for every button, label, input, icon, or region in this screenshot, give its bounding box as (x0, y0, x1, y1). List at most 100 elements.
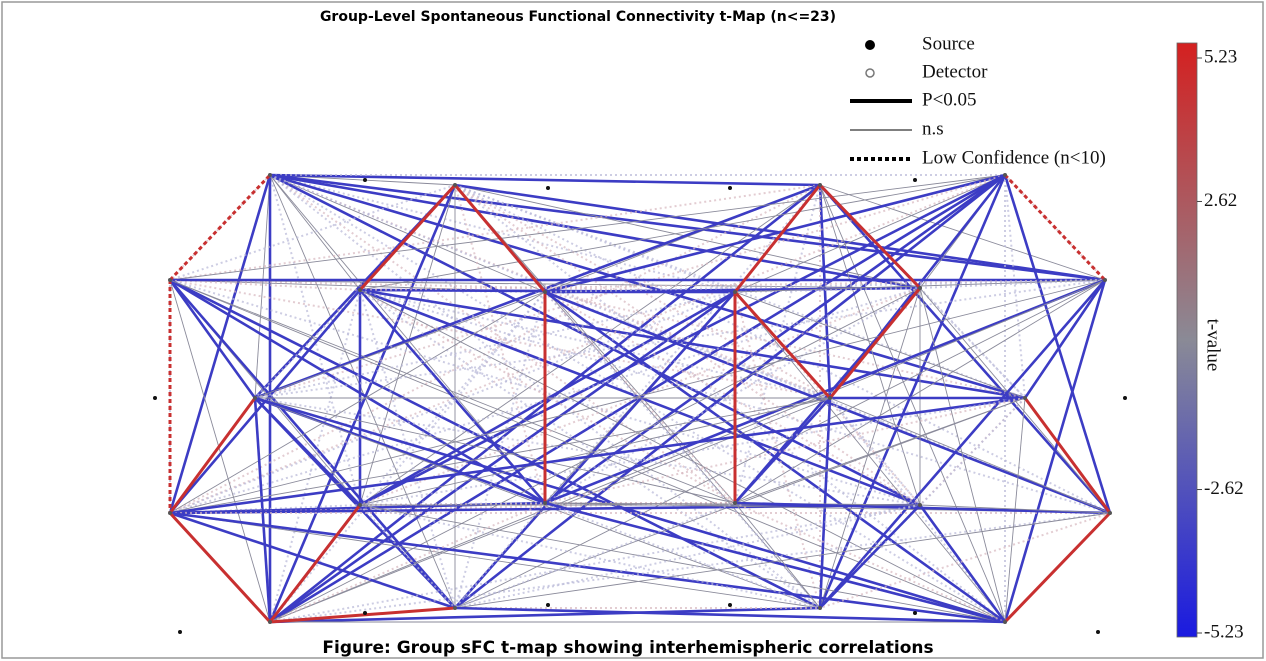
connection (269, 174, 546, 293)
connection (168, 174, 272, 514)
connection (268, 184, 457, 623)
connection (254, 397, 736, 504)
connection (919, 279, 1106, 289)
connection (269, 279, 1106, 623)
optode (728, 603, 732, 607)
optode (363, 611, 367, 615)
title: Group-Level Spontaneous Functional Conne… (320, 9, 836, 25)
optode (728, 186, 732, 190)
connection (359, 289, 456, 609)
colorbar-tick-label: -5.23 (1204, 621, 1244, 642)
connection (268, 504, 362, 623)
optode (363, 178, 367, 182)
connection (269, 504, 921, 623)
connection (544, 397, 1026, 504)
legend-label: P<0.05 (922, 89, 977, 110)
connection (269, 173, 821, 187)
connection (454, 184, 1026, 399)
connection (819, 512, 1111, 609)
legend-label: Low Confidence (n<10) (922, 147, 1106, 168)
optode (253, 396, 257, 400)
optode (268, 620, 272, 624)
connection (1003, 174, 1112, 514)
connection (919, 287, 1026, 399)
optode (358, 288, 362, 292)
connection (734, 397, 831, 504)
connection (733, 290, 832, 400)
connection (359, 289, 831, 399)
connection (734, 279, 1106, 504)
optode (733, 290, 737, 294)
connection (828, 287, 922, 399)
connection (1003, 173, 1107, 282)
connection (544, 286, 921, 294)
optode (168, 511, 172, 515)
connection (544, 291, 921, 506)
connection (544, 287, 921, 504)
optode (818, 606, 822, 610)
optode (543, 501, 547, 505)
connection (169, 279, 271, 623)
connection (819, 184, 1006, 623)
connection (359, 397, 1026, 506)
connection (269, 174, 361, 291)
optode (546, 603, 550, 607)
connection (829, 397, 921, 506)
connection (359, 504, 456, 609)
connection (454, 173, 1006, 610)
connection (454, 504, 921, 609)
connection (734, 502, 1006, 623)
connection (269, 173, 921, 290)
connection (359, 504, 1006, 623)
connection (829, 397, 1006, 623)
optode (358, 503, 362, 507)
connection (1004, 174, 1026, 399)
connection (919, 287, 1006, 623)
optode (828, 396, 832, 400)
connection (168, 397, 257, 514)
connection (544, 502, 821, 609)
optode (1123, 396, 1127, 400)
connection (454, 184, 921, 506)
connection (358, 183, 457, 292)
connection (544, 501, 1006, 624)
connection (454, 502, 546, 609)
optode (1003, 620, 1007, 624)
connection (269, 174, 821, 609)
connection (254, 279, 1106, 399)
optode (453, 606, 457, 610)
legend-label: Source (922, 33, 975, 54)
connection (269, 502, 546, 623)
legend: Source Detector P<0.05 n.s Low Confidenc… (850, 33, 1106, 168)
connection (168, 511, 272, 624)
connection (734, 291, 1026, 399)
connection (733, 184, 822, 293)
optode (153, 396, 157, 400)
connection (169, 397, 831, 514)
optode (918, 503, 922, 507)
optode (1096, 630, 1100, 634)
optode (546, 186, 550, 190)
connection (454, 606, 1006, 624)
network (153, 173, 1127, 634)
connection (734, 291, 1006, 623)
colorbar-gradient (1176, 42, 1198, 638)
optode (918, 286, 922, 290)
detector-symbol (865, 68, 875, 78)
connection (359, 289, 1006, 623)
legend-label: Detector (922, 61, 988, 82)
connection (544, 291, 1026, 399)
connection (818, 183, 922, 290)
legend-label: n.s (922, 118, 944, 139)
connection (269, 606, 821, 624)
connection (359, 291, 546, 506)
optode (1108, 511, 1112, 515)
connection (819, 397, 1026, 609)
colorbar-tick-label: 2.62 (1204, 190, 1237, 211)
connection (169, 396, 1026, 515)
connection (254, 397, 921, 506)
connection (819, 184, 1106, 281)
connection (359, 289, 736, 504)
